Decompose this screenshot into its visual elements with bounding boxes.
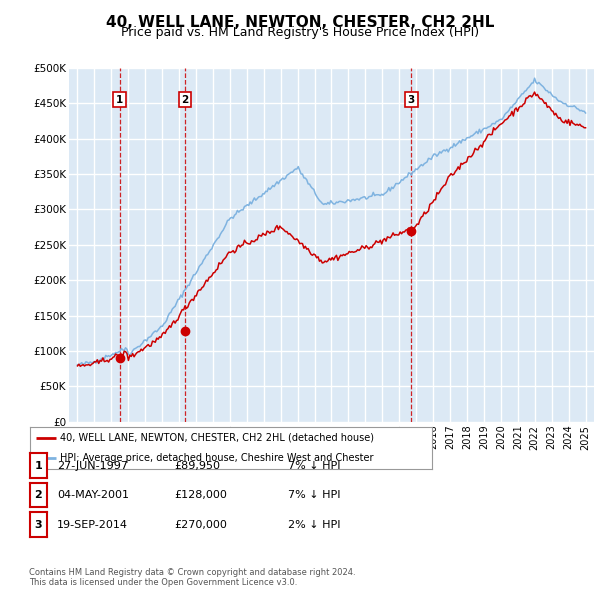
Text: Contains HM Land Registry data © Crown copyright and database right 2024.
This d: Contains HM Land Registry data © Crown c… (29, 568, 355, 587)
Text: 04-MAY-2001: 04-MAY-2001 (57, 490, 129, 500)
Text: 2: 2 (181, 95, 188, 104)
Text: HPI: Average price, detached house, Cheshire West and Chester: HPI: Average price, detached house, Ches… (60, 453, 374, 463)
Text: £270,000: £270,000 (174, 520, 227, 529)
Text: 1: 1 (116, 95, 123, 104)
Text: 2% ↓ HPI: 2% ↓ HPI (288, 520, 341, 529)
Text: 40, WELL LANE, NEWTON, CHESTER, CH2 2HL (detached house): 40, WELL LANE, NEWTON, CHESTER, CH2 2HL … (60, 432, 374, 442)
Text: 40, WELL LANE, NEWTON, CHESTER, CH2 2HL: 40, WELL LANE, NEWTON, CHESTER, CH2 2HL (106, 15, 494, 30)
Text: Price paid vs. HM Land Registry's House Price Index (HPI): Price paid vs. HM Land Registry's House … (121, 26, 479, 39)
Text: 7% ↓ HPI: 7% ↓ HPI (288, 461, 341, 470)
Text: 3: 3 (35, 520, 42, 529)
Text: £128,000: £128,000 (174, 490, 227, 500)
Text: 27-JUN-1997: 27-JUN-1997 (57, 461, 128, 470)
Text: 2: 2 (35, 490, 42, 500)
Text: 3: 3 (408, 95, 415, 104)
Text: £89,950: £89,950 (174, 461, 220, 470)
Text: 7% ↓ HPI: 7% ↓ HPI (288, 490, 341, 500)
Text: 1: 1 (35, 461, 42, 470)
Text: 19-SEP-2014: 19-SEP-2014 (57, 520, 128, 529)
